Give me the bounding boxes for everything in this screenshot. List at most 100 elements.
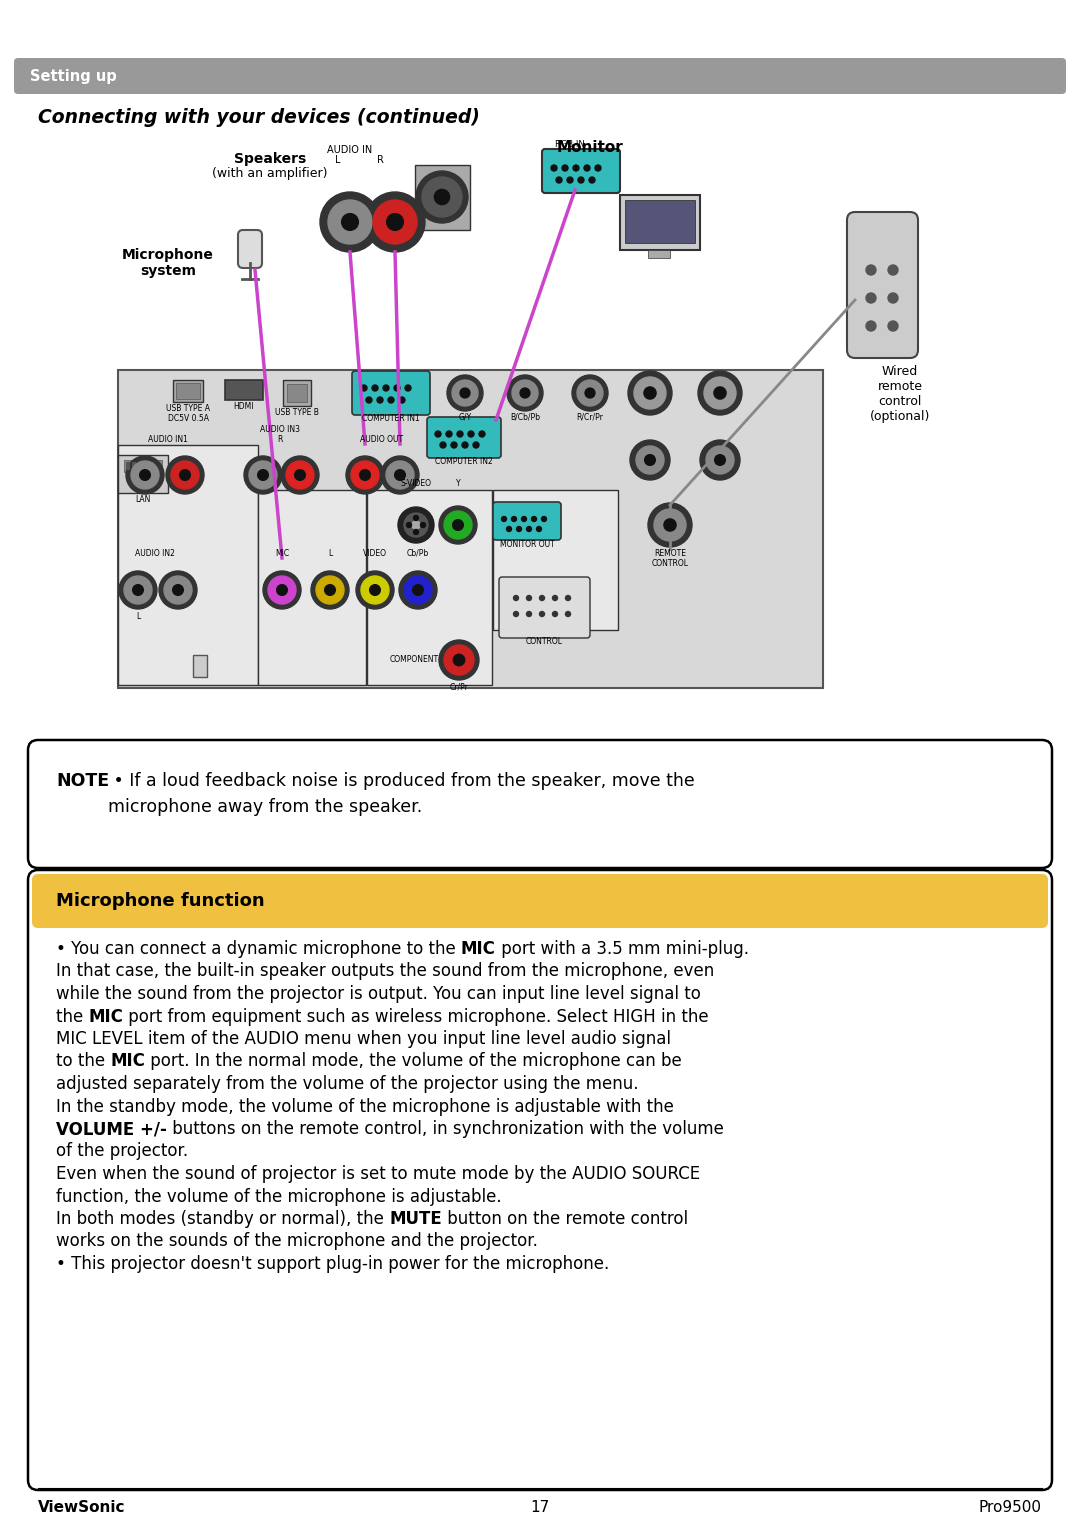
Text: COMPUTER IN2: COMPUTER IN2 xyxy=(435,457,492,466)
FancyBboxPatch shape xyxy=(492,490,618,630)
Text: LAN: LAN xyxy=(135,495,151,504)
Circle shape xyxy=(527,527,531,532)
Circle shape xyxy=(164,576,192,604)
Circle shape xyxy=(281,457,319,493)
FancyBboxPatch shape xyxy=(32,873,1048,928)
Circle shape xyxy=(512,380,538,406)
Circle shape xyxy=(276,585,287,596)
Circle shape xyxy=(361,576,389,604)
Circle shape xyxy=(704,377,735,409)
Text: while the sound from the projector is output. You can input line level signal to: while the sound from the projector is ou… xyxy=(56,985,701,1003)
Bar xyxy=(144,463,148,470)
Circle shape xyxy=(268,576,296,604)
Circle shape xyxy=(866,265,876,276)
Text: MUTE: MUTE xyxy=(389,1210,442,1229)
Text: 17: 17 xyxy=(530,1500,550,1515)
Circle shape xyxy=(567,178,573,182)
Text: S-VIDEO: S-VIDEO xyxy=(401,480,432,489)
Text: Connecting with your devices (continued): Connecting with your devices (continued) xyxy=(38,107,480,127)
Circle shape xyxy=(512,516,516,521)
Circle shape xyxy=(537,527,541,532)
Text: Y: Y xyxy=(456,480,460,489)
Circle shape xyxy=(706,446,734,473)
Circle shape xyxy=(133,585,144,596)
Text: port from equipment such as wireless microphone. Select HIGH in the: port from equipment such as wireless mic… xyxy=(123,1008,708,1025)
Circle shape xyxy=(654,509,686,541)
Circle shape xyxy=(462,443,468,447)
Circle shape xyxy=(369,585,380,596)
Text: button on the remote control: button on the remote control xyxy=(442,1210,688,1229)
Circle shape xyxy=(438,640,480,680)
Circle shape xyxy=(521,388,530,398)
Circle shape xyxy=(700,440,740,480)
Bar xyxy=(126,463,130,470)
Circle shape xyxy=(453,380,478,406)
Circle shape xyxy=(589,178,595,182)
Circle shape xyxy=(422,178,462,218)
Bar xyxy=(118,455,168,493)
Circle shape xyxy=(341,213,359,230)
Circle shape xyxy=(584,165,590,172)
Text: to the: to the xyxy=(56,1052,110,1071)
Circle shape xyxy=(124,576,152,604)
Circle shape xyxy=(454,654,464,666)
Circle shape xyxy=(888,293,897,303)
FancyBboxPatch shape xyxy=(118,371,823,688)
Circle shape xyxy=(468,430,474,437)
FancyBboxPatch shape xyxy=(367,490,492,685)
Text: REMOTE
CONTROL: REMOTE CONTROL xyxy=(651,548,689,568)
FancyBboxPatch shape xyxy=(258,490,366,685)
Text: MONITOR OUT: MONITOR OUT xyxy=(500,539,554,548)
Circle shape xyxy=(361,385,367,391)
Circle shape xyxy=(572,375,608,411)
FancyBboxPatch shape xyxy=(118,444,258,685)
Circle shape xyxy=(420,522,426,527)
FancyBboxPatch shape xyxy=(492,502,561,539)
Circle shape xyxy=(139,470,150,481)
FancyBboxPatch shape xyxy=(28,870,1052,1491)
Circle shape xyxy=(513,596,518,601)
Circle shape xyxy=(664,519,676,532)
Text: COMPUTER IN1: COMPUTER IN1 xyxy=(362,414,420,423)
Circle shape xyxy=(413,585,423,596)
Circle shape xyxy=(460,388,470,398)
Text: USB TYPE A
DC5V 0.5A: USB TYPE A DC5V 0.5A xyxy=(166,404,210,423)
FancyBboxPatch shape xyxy=(847,211,918,358)
Circle shape xyxy=(573,165,579,172)
Circle shape xyxy=(714,388,726,398)
Circle shape xyxy=(595,165,600,172)
Circle shape xyxy=(264,571,301,610)
Text: AUDIO IN1: AUDIO IN1 xyxy=(148,435,188,444)
FancyBboxPatch shape xyxy=(14,58,1066,93)
Circle shape xyxy=(553,611,557,616)
Text: Wired
remote
control
(optional): Wired remote control (optional) xyxy=(870,365,930,423)
Circle shape xyxy=(507,375,543,411)
Circle shape xyxy=(295,470,306,481)
FancyBboxPatch shape xyxy=(238,230,262,268)
Circle shape xyxy=(446,430,453,437)
Circle shape xyxy=(566,596,570,601)
Bar xyxy=(620,195,700,250)
Circle shape xyxy=(888,265,897,276)
Circle shape xyxy=(119,571,157,610)
Bar xyxy=(287,385,307,401)
Circle shape xyxy=(551,165,557,172)
Circle shape xyxy=(286,461,314,489)
FancyBboxPatch shape xyxy=(352,371,430,415)
Text: L: L xyxy=(136,611,140,620)
Bar xyxy=(138,463,141,470)
Circle shape xyxy=(698,371,742,415)
Text: AUDIO IN: AUDIO IN xyxy=(327,146,373,155)
Circle shape xyxy=(540,596,544,601)
Circle shape xyxy=(556,178,562,182)
Circle shape xyxy=(577,380,603,406)
Text: the: the xyxy=(56,1008,89,1025)
Circle shape xyxy=(522,516,527,521)
Text: In the standby mode, the volume of the microphone is adjustable with the: In the standby mode, the volume of the m… xyxy=(56,1097,674,1115)
Circle shape xyxy=(159,571,197,610)
Circle shape xyxy=(360,470,370,481)
Text: adjusted separately from the volume of the projector using the menu.: adjusted separately from the volume of t… xyxy=(56,1075,638,1092)
Circle shape xyxy=(438,506,477,544)
Bar xyxy=(132,463,136,470)
Circle shape xyxy=(578,178,584,182)
